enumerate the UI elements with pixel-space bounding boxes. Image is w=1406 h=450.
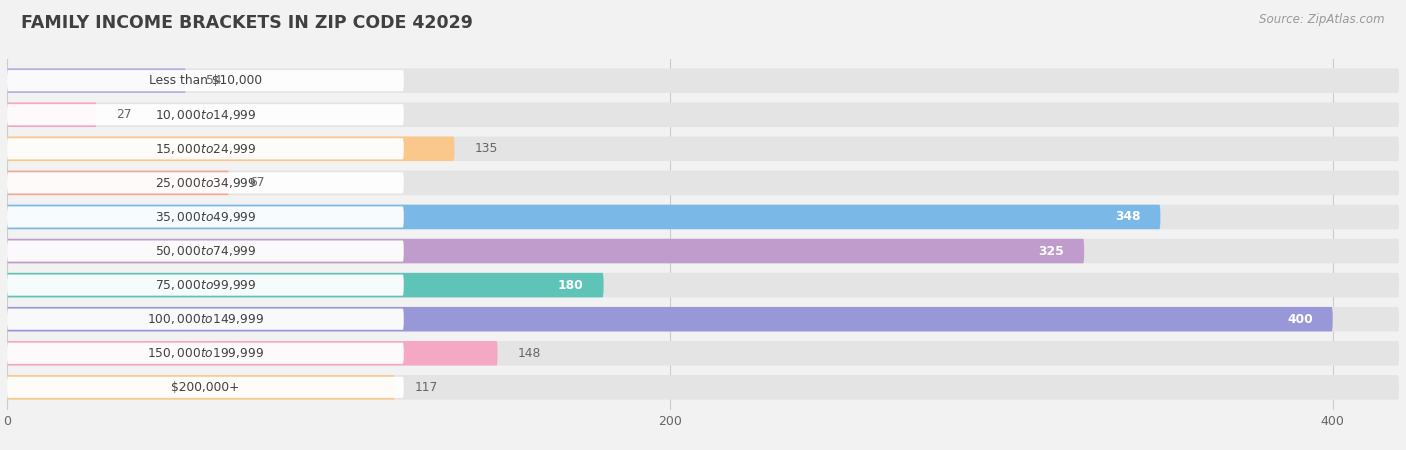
FancyBboxPatch shape <box>7 307 1399 332</box>
Text: 148: 148 <box>517 347 541 360</box>
Text: $50,000 to $74,999: $50,000 to $74,999 <box>155 244 256 258</box>
Text: 348: 348 <box>1115 211 1140 224</box>
FancyBboxPatch shape <box>7 207 404 228</box>
FancyBboxPatch shape <box>7 274 404 296</box>
Text: FAMILY INCOME BRACKETS IN ZIP CODE 42029: FAMILY INCOME BRACKETS IN ZIP CODE 42029 <box>21 14 472 32</box>
Text: $75,000 to $99,999: $75,000 to $99,999 <box>155 278 256 292</box>
Text: $100,000 to $149,999: $100,000 to $149,999 <box>146 312 264 326</box>
FancyBboxPatch shape <box>7 171 229 195</box>
Text: $10,000 to $14,999: $10,000 to $14,999 <box>155 108 256 122</box>
FancyBboxPatch shape <box>7 309 404 330</box>
Text: Source: ZipAtlas.com: Source: ZipAtlas.com <box>1260 14 1385 27</box>
FancyBboxPatch shape <box>7 104 404 125</box>
FancyBboxPatch shape <box>7 273 603 297</box>
FancyBboxPatch shape <box>7 307 1333 332</box>
FancyBboxPatch shape <box>7 341 1399 365</box>
Text: $35,000 to $49,999: $35,000 to $49,999 <box>155 210 256 224</box>
FancyBboxPatch shape <box>7 375 395 400</box>
FancyBboxPatch shape <box>7 171 1399 195</box>
Text: 325: 325 <box>1039 244 1064 257</box>
FancyBboxPatch shape <box>7 343 404 364</box>
FancyBboxPatch shape <box>7 70 404 91</box>
Text: 27: 27 <box>117 108 132 121</box>
FancyBboxPatch shape <box>7 136 1399 161</box>
FancyBboxPatch shape <box>7 240 404 261</box>
FancyBboxPatch shape <box>7 103 97 127</box>
Text: 180: 180 <box>558 279 583 292</box>
FancyBboxPatch shape <box>7 136 454 161</box>
FancyBboxPatch shape <box>7 239 1084 263</box>
Text: 135: 135 <box>474 142 498 155</box>
FancyBboxPatch shape <box>7 68 186 93</box>
FancyBboxPatch shape <box>7 205 1399 229</box>
FancyBboxPatch shape <box>7 68 1399 93</box>
Text: 117: 117 <box>415 381 437 394</box>
Text: $25,000 to $34,999: $25,000 to $34,999 <box>155 176 256 190</box>
Text: $150,000 to $199,999: $150,000 to $199,999 <box>146 346 264 360</box>
FancyBboxPatch shape <box>7 375 1399 400</box>
Text: $15,000 to $24,999: $15,000 to $24,999 <box>155 142 256 156</box>
Text: 67: 67 <box>249 176 264 189</box>
Text: 400: 400 <box>1286 313 1313 326</box>
FancyBboxPatch shape <box>7 103 1399 127</box>
FancyBboxPatch shape <box>7 273 1399 297</box>
FancyBboxPatch shape <box>7 377 404 398</box>
FancyBboxPatch shape <box>7 138 404 159</box>
FancyBboxPatch shape <box>7 172 404 194</box>
FancyBboxPatch shape <box>7 341 498 365</box>
FancyBboxPatch shape <box>7 239 1399 263</box>
Text: 54: 54 <box>205 74 222 87</box>
Text: Less than $10,000: Less than $10,000 <box>149 74 262 87</box>
Text: $200,000+: $200,000+ <box>172 381 239 394</box>
FancyBboxPatch shape <box>7 205 1160 229</box>
